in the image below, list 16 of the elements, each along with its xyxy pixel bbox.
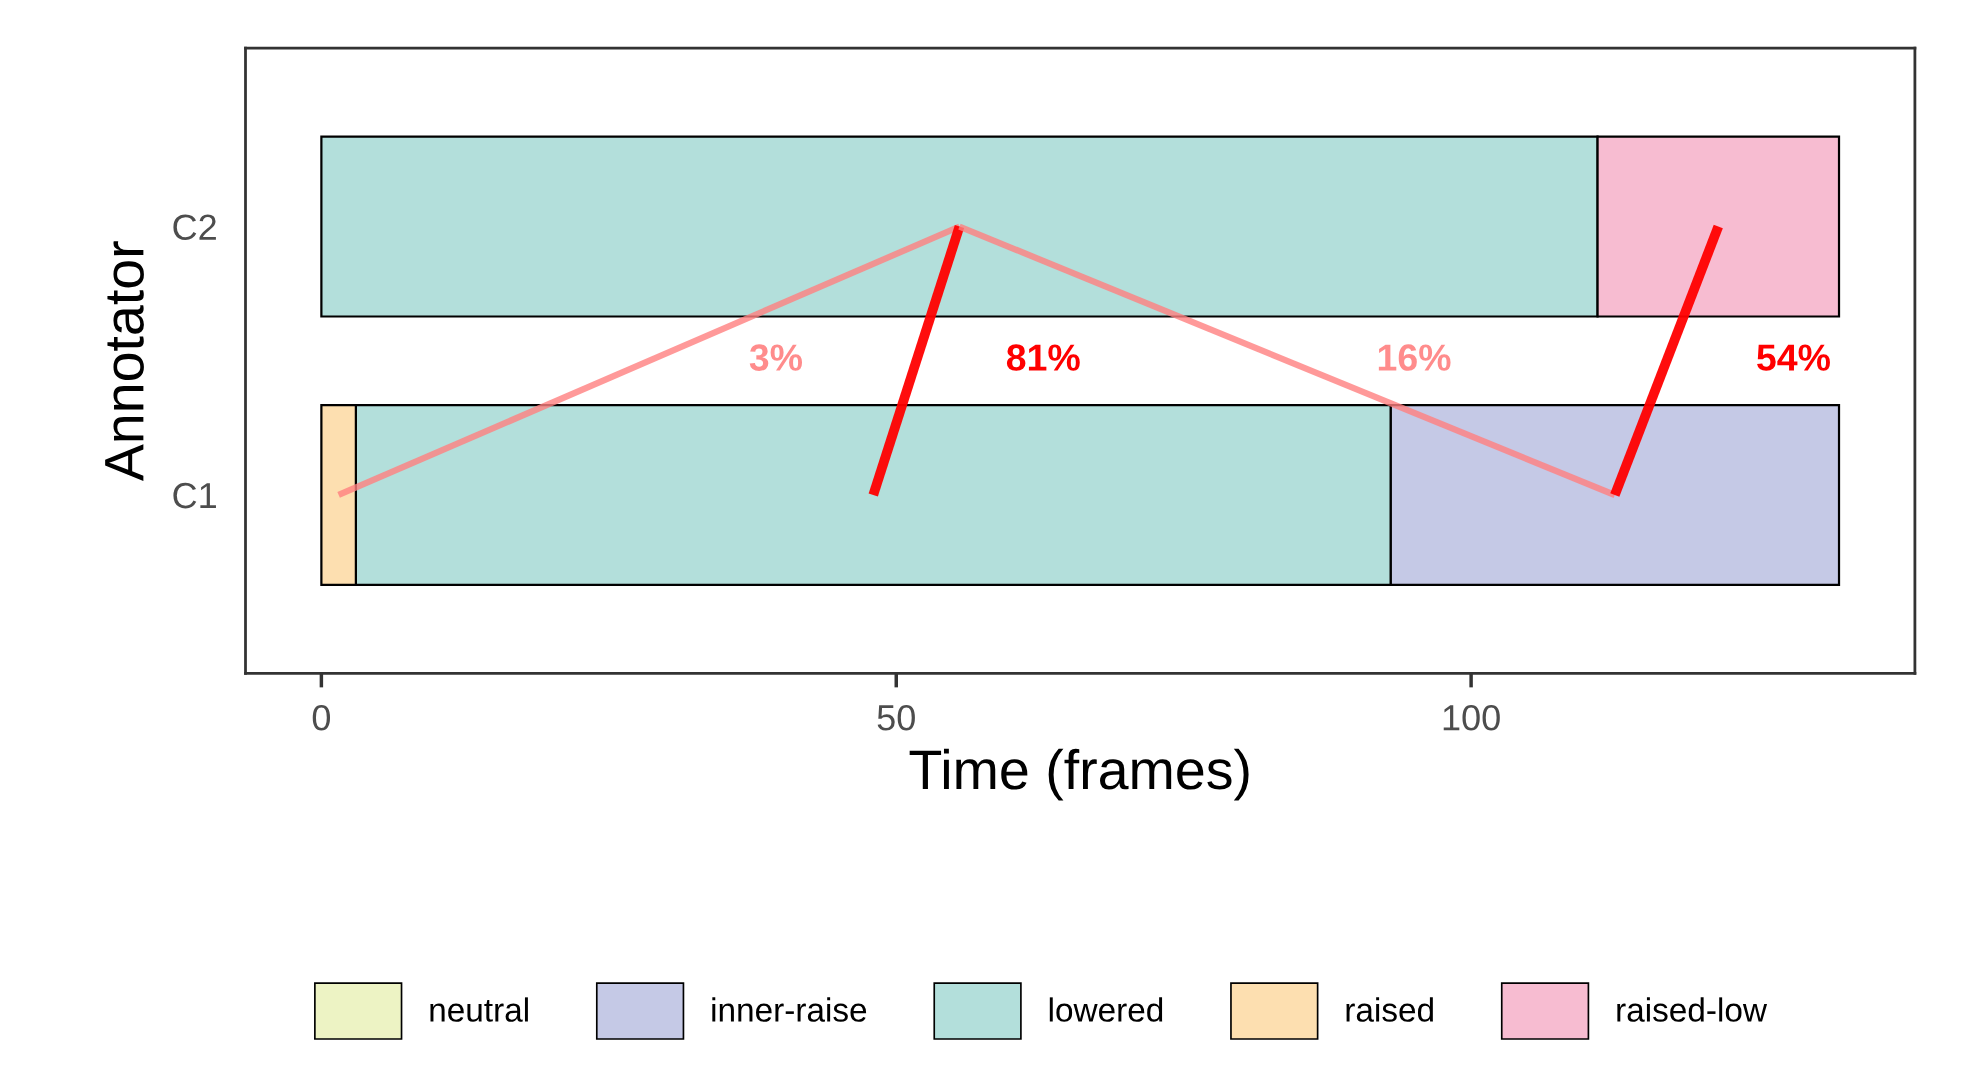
- legend-label: raised: [1346, 997, 1433, 1022]
- legend-label: inner-raise: [712, 997, 867, 1022]
- legend-label: neutral: [430, 997, 528, 1022]
- y-axis-title: Annotator: [105, 241, 144, 482]
- annotation: 3%: [749, 344, 803, 371]
- x-axis-title: Time (frames): [909, 748, 1249, 801]
- legend-label: lowered: [1049, 997, 1163, 1022]
- x-tick-label: 50: [877, 704, 915, 731]
- y-tick-label: C2: [173, 214, 216, 241]
- x-tick-label: 100: [1443, 704, 1500, 731]
- x-tick-label: 0: [312, 704, 331, 731]
- annotation: 81%: [1006, 344, 1080, 371]
- annotation: 16%: [1378, 344, 1451, 371]
- legend-label: raised-low: [1617, 997, 1768, 1022]
- annotation: 54%: [1757, 344, 1830, 371]
- y-tick-label: C1: [173, 482, 216, 509]
